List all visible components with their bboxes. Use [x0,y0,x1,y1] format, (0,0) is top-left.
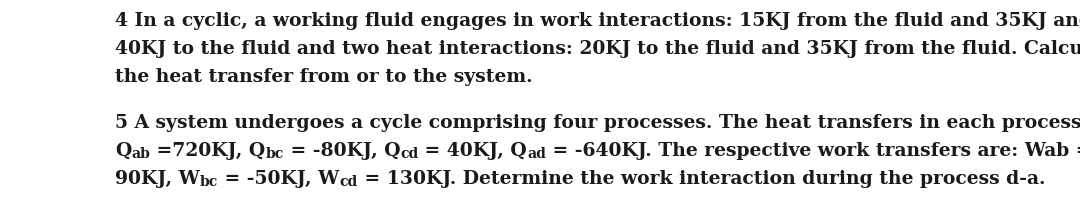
Text: = 40KJ, Q: = 40KJ, Q [418,142,527,160]
Text: cd: cd [339,175,357,189]
Text: = -50KJ, W: = -50KJ, W [218,170,339,188]
Text: = 130KJ. Determine the work interaction during the process d-a.: = 130KJ. Determine the work interaction … [357,170,1045,188]
Text: 4 In a cyclic, a working fluid engages in work interactions: 15KJ from the fluid: 4 In a cyclic, a working fluid engages i… [114,12,1080,30]
Text: ab: ab [132,147,150,161]
Text: 5 A system undergoes a cycle comprising four processes. The heat transfers in ea: 5 A system undergoes a cycle comprising … [114,114,1080,132]
Text: 90KJ, W: 90KJ, W [114,170,200,188]
Text: ad: ad [527,147,545,161]
Text: bc: bc [266,147,283,161]
Text: 40KJ to the fluid and two heat interactions: 20KJ to the fluid and 35KJ from the: 40KJ to the fluid and two heat interacti… [114,40,1080,58]
Text: cd: cd [400,147,418,161]
Text: = -640KJ. The respective work transfers are: Wab = -: = -640KJ. The respective work transfers … [545,142,1080,160]
Text: = -80KJ, Q: = -80KJ, Q [283,142,400,160]
Text: Q: Q [114,142,132,160]
Text: =720KJ, Q: =720KJ, Q [150,142,266,160]
Text: the heat transfer from or to the system.: the heat transfer from or to the system. [114,68,532,86]
Text: bc: bc [200,175,218,189]
